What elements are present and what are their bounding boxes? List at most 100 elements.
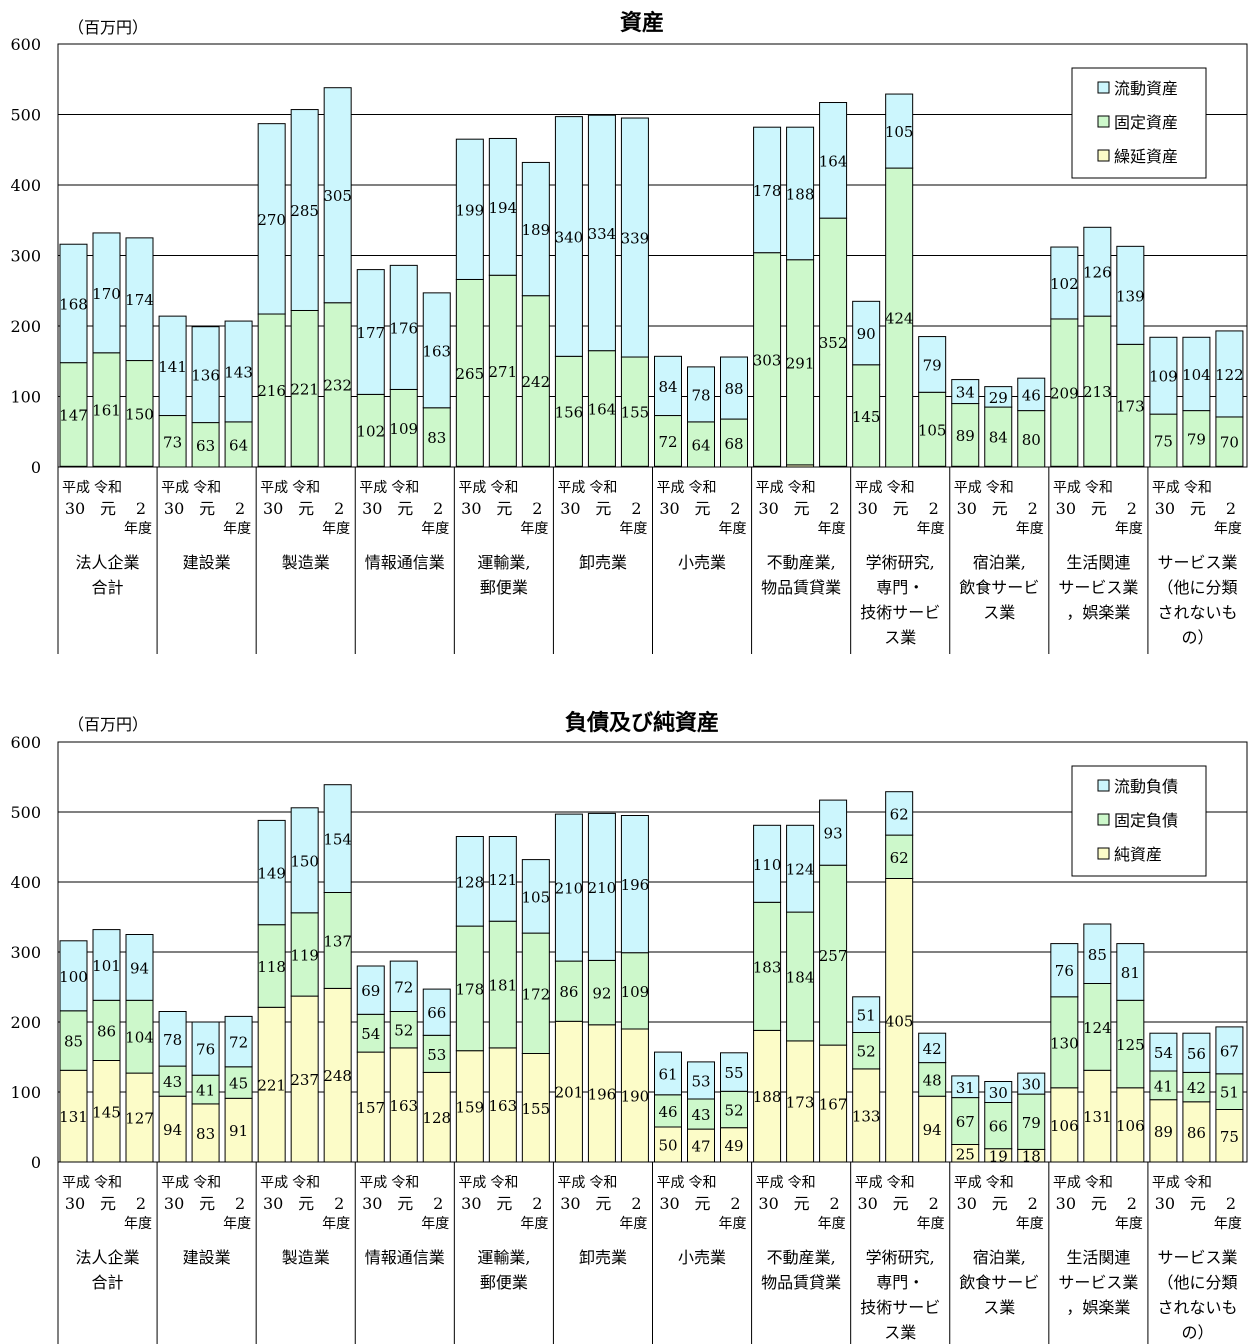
bar-value-label: 173 (1116, 397, 1145, 415)
era-label: 平成 (557, 1175, 585, 1191)
bar-value-label: 190 (621, 1088, 650, 1106)
year-label: 元 (496, 1194, 512, 1213)
bar-segment (819, 217, 848, 467)
category-label: 小売業 (678, 1248, 726, 1267)
category-label: ス業 (983, 1298, 1015, 1317)
legend-swatch (1097, 115, 1110, 128)
year-label: 元 (199, 499, 215, 518)
bar-segment (1017, 377, 1046, 412)
bar-value-label: 105 (885, 123, 914, 141)
bar-segment (422, 988, 451, 1036)
bar-segment (125, 934, 154, 1001)
bar-value-label: 177 (356, 324, 385, 342)
bar-segment (191, 1074, 220, 1105)
year-label: 30 (263, 499, 283, 518)
bar-value-label: 31 (956, 1079, 975, 1097)
bar-value-label: 257 (819, 947, 848, 965)
era-label: 令和 (1085, 1175, 1113, 1191)
bar-segment (1050, 1087, 1079, 1163)
bar-value-label: 109 (389, 420, 418, 438)
bar-segment (92, 999, 121, 1061)
fiscal-year-label: 年度 (1115, 521, 1143, 537)
bar-segment (59, 243, 88, 364)
bar-value-label: 156 (555, 403, 584, 421)
category-label: 合計 (92, 578, 124, 597)
year-label: 2 (334, 499, 344, 518)
era-label: 平成 (954, 1175, 982, 1191)
bar-segment (323, 987, 352, 1163)
bar-value-label: 46 (1022, 386, 1041, 404)
bar-value-label: 48 (923, 1071, 942, 1089)
bar-segment (852, 1032, 881, 1070)
year-label: 2 (136, 1194, 146, 1213)
bar-segment (1017, 1072, 1046, 1095)
bar-value-label: 46 (658, 1103, 677, 1121)
bar-value-label: 73 (163, 433, 182, 451)
fiscal-year-label: 年度 (421, 521, 449, 537)
bar-value-label: 237 (290, 1071, 319, 1089)
bar-segment (455, 278, 484, 467)
bar-value-label: 155 (522, 1100, 551, 1118)
bar-segment (620, 356, 649, 467)
bar-segment (587, 350, 616, 467)
bar-value-label: 94 (130, 959, 149, 977)
y-tick-label: 400 (10, 873, 41, 892)
year-label: 元 (298, 1194, 314, 1213)
era-label: 令和 (986, 1175, 1014, 1191)
era-label: 令和 (589, 1175, 617, 1191)
legend-label: 固定資産 (1114, 113, 1178, 132)
bar-value-label: 68 (724, 435, 743, 453)
bar-segment (687, 421, 715, 468)
legend-swatch (1097, 149, 1110, 162)
bar-value-label: 66 (427, 1004, 446, 1022)
bar-value-label: 72 (658, 433, 677, 451)
bar-value-label: 147 (59, 406, 88, 424)
bar-value-label: 84 (658, 378, 677, 396)
bar-segment (620, 815, 649, 954)
y-tick-label: 100 (10, 388, 41, 407)
bar-segment (59, 362, 88, 467)
bar-segment (885, 834, 914, 879)
bar-segment (852, 1068, 881, 1163)
bar-value-label: 130 (1050, 1034, 1079, 1052)
bar-value-label: 133 (852, 1107, 881, 1125)
category-label: サービス業 (1058, 578, 1138, 597)
bar-value-label: 157 (356, 1099, 385, 1117)
fiscal-year-label: 年度 (719, 521, 747, 537)
bar-value-label: 86 (1187, 1124, 1206, 1142)
bar-segment (819, 102, 848, 219)
bar-value-label: 79 (923, 356, 942, 374)
bar-value-label: 178 (456, 980, 485, 998)
era-label: 平成 (756, 480, 784, 496)
bar-segment (984, 1081, 1013, 1103)
bar-value-label: 34 (956, 384, 975, 402)
year-label: 元 (298, 499, 314, 518)
era-label: 平成 (855, 1175, 883, 1191)
bar-segment (356, 965, 385, 1015)
bar-value-label: 209 (1050, 385, 1079, 403)
category-label: サービス業 (1157, 1248, 1237, 1267)
category-label: 生活関連 (1066, 1248, 1130, 1267)
year-label: 2 (1028, 1194, 1038, 1213)
era-label: 令和 (986, 480, 1014, 496)
year-label: 2 (730, 1194, 740, 1213)
bar-value-label: 424 (885, 310, 914, 328)
bar-segment (356, 1013, 385, 1053)
bar-value-label: 149 (257, 865, 286, 883)
year-label: 30 (957, 499, 977, 518)
bar-value-label: 100 (59, 968, 88, 986)
era-label: 平成 (657, 480, 685, 496)
year-label: 2 (136, 499, 146, 518)
bar-segment (1215, 1026, 1244, 1075)
bar-segment (257, 123, 286, 315)
legend-swatch (1097, 81, 1110, 94)
bar-segment (389, 388, 418, 467)
year-label: 元 (992, 1194, 1008, 1213)
category-label: 建設業 (183, 553, 231, 572)
bar-value-label: 51 (857, 1007, 876, 1025)
bar-segment (356, 393, 385, 467)
bar-value-label: 69 (361, 982, 380, 1000)
y-tick-label: 200 (10, 1013, 41, 1032)
category-label: ，娯楽業 (1066, 1298, 1130, 1317)
bar-value-label: 242 (522, 373, 551, 391)
